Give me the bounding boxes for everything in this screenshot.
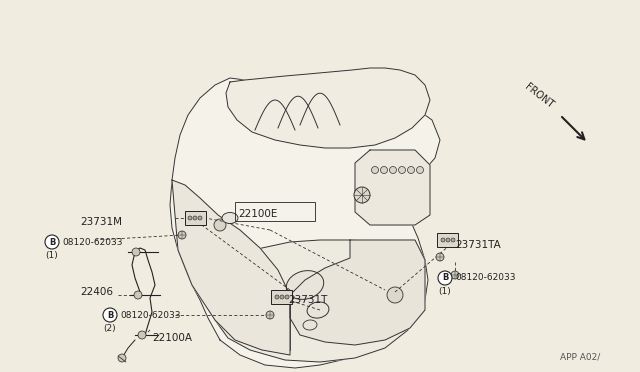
- Circle shape: [354, 187, 370, 203]
- Circle shape: [387, 287, 403, 303]
- Text: B: B: [49, 237, 55, 247]
- Circle shape: [285, 295, 289, 299]
- Circle shape: [441, 238, 445, 242]
- FancyBboxPatch shape: [184, 211, 205, 225]
- Circle shape: [280, 295, 284, 299]
- Ellipse shape: [286, 270, 324, 299]
- Polygon shape: [290, 240, 425, 345]
- Text: 23731T: 23731T: [288, 295, 328, 305]
- Circle shape: [399, 167, 406, 173]
- Circle shape: [132, 248, 140, 256]
- Text: (1): (1): [438, 287, 451, 296]
- Circle shape: [451, 238, 455, 242]
- Polygon shape: [188, 240, 422, 362]
- Circle shape: [134, 291, 142, 299]
- Circle shape: [138, 331, 146, 339]
- Circle shape: [417, 167, 424, 173]
- Circle shape: [371, 167, 378, 173]
- Circle shape: [188, 216, 192, 220]
- Circle shape: [390, 167, 397, 173]
- Text: 23731TA: 23731TA: [455, 240, 500, 250]
- Text: 22100A: 22100A: [152, 333, 192, 343]
- Circle shape: [193, 216, 197, 220]
- Circle shape: [118, 354, 126, 362]
- Circle shape: [446, 238, 450, 242]
- Circle shape: [438, 271, 452, 285]
- Circle shape: [198, 216, 202, 220]
- Polygon shape: [355, 150, 430, 225]
- Text: B: B: [107, 311, 113, 320]
- Polygon shape: [172, 180, 290, 355]
- Text: 23731M: 23731M: [80, 217, 122, 227]
- Circle shape: [178, 231, 186, 239]
- Circle shape: [408, 167, 415, 173]
- Text: (1): (1): [45, 251, 58, 260]
- Circle shape: [214, 219, 226, 231]
- Ellipse shape: [222, 212, 238, 224]
- Text: 08120-62033: 08120-62033: [62, 237, 122, 247]
- Text: (2): (2): [104, 324, 116, 333]
- Circle shape: [275, 295, 279, 299]
- Text: B: B: [442, 273, 448, 282]
- Circle shape: [451, 271, 459, 279]
- Circle shape: [103, 308, 117, 322]
- Text: 22100E: 22100E: [238, 209, 277, 219]
- FancyBboxPatch shape: [271, 290, 292, 304]
- Text: FRONT: FRONT: [522, 81, 555, 110]
- Text: 22406: 22406: [80, 287, 113, 297]
- Circle shape: [266, 311, 274, 319]
- Circle shape: [381, 167, 387, 173]
- Text: 08120-62033: 08120-62033: [120, 311, 180, 320]
- Text: 08120-62033: 08120-62033: [455, 273, 515, 282]
- FancyBboxPatch shape: [438, 233, 458, 247]
- Circle shape: [436, 253, 444, 261]
- Circle shape: [45, 235, 59, 249]
- Text: APP A02/: APP A02/: [560, 353, 600, 362]
- Polygon shape: [170, 78, 440, 368]
- Polygon shape: [226, 68, 430, 148]
